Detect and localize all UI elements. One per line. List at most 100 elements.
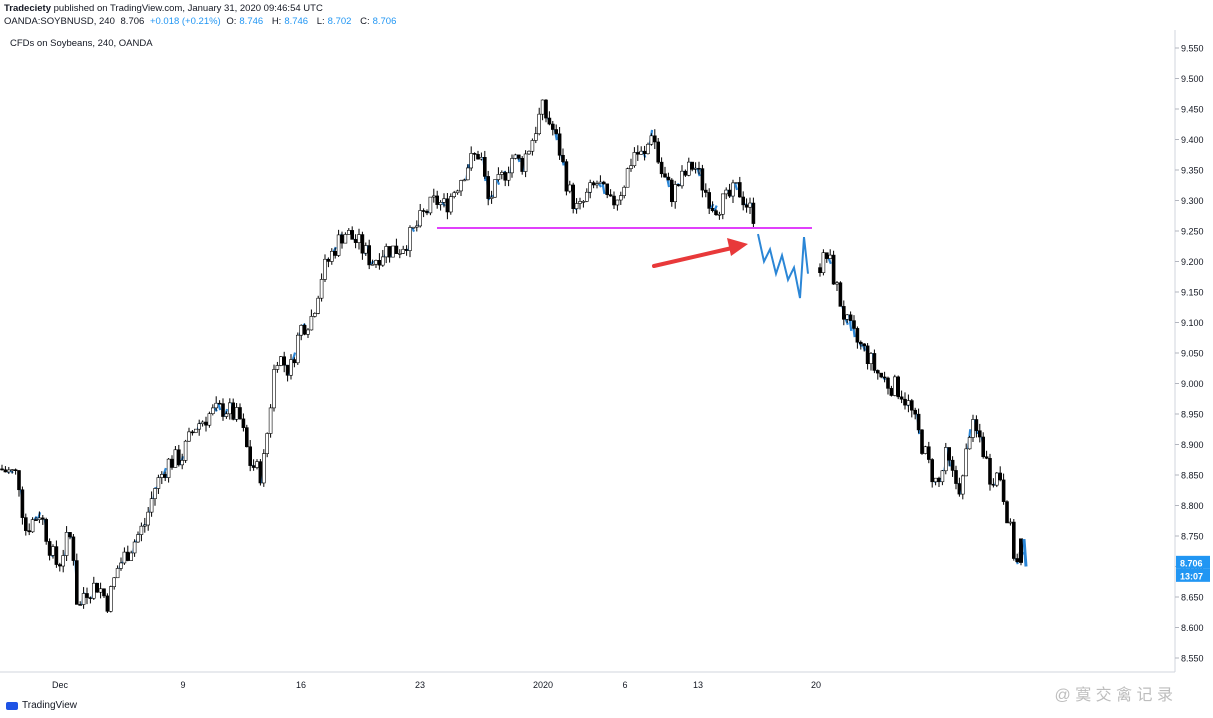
y-tick-label: 9.150 <box>1181 288 1204 298</box>
candle-body <box>892 376 897 396</box>
candle-body <box>659 161 664 175</box>
candle-body <box>377 260 382 266</box>
candle-body <box>578 201 582 204</box>
candle-body <box>950 459 955 471</box>
blue-trace <box>291 352 297 360</box>
y-tick-label: 9.450 <box>1181 105 1204 115</box>
x-tick-label: 9 <box>180 680 185 690</box>
candle-body <box>683 170 688 176</box>
candle-body <box>34 519 38 521</box>
publisher-name[interactable]: Tradeciety <box>4 3 51 14</box>
watermark: @ 寞 交 禽 记 录 <box>1054 687 1173 704</box>
candle-body <box>81 593 86 605</box>
candle-body <box>605 183 610 195</box>
breakout-arrow[interactable] <box>652 246 734 268</box>
hand-drawn-projection <box>757 233 809 299</box>
candle-body <box>438 202 443 205</box>
candle-body <box>865 345 870 364</box>
candle-body <box>666 176 671 181</box>
candle-body <box>465 167 470 181</box>
ohlc-high: H: 8.746 <box>271 16 309 27</box>
candle-body <box>1008 521 1013 524</box>
candle-body <box>540 99 545 115</box>
candle-body <box>173 449 178 468</box>
candle-body <box>75 560 79 605</box>
candle-body <box>690 161 695 170</box>
candle-body <box>557 133 562 156</box>
candle-body <box>818 267 822 274</box>
y-tick-label: 9.300 <box>1181 196 1204 206</box>
candle-body <box>17 470 21 491</box>
candle-body <box>156 477 161 489</box>
candle-body <box>608 194 613 197</box>
candle-body <box>933 477 938 483</box>
candle-body <box>710 208 715 211</box>
candle-body <box>309 316 314 331</box>
candle-body <box>889 388 894 396</box>
candle-body <box>486 176 491 199</box>
blue-trace <box>162 467 167 475</box>
candle-body <box>221 403 225 417</box>
candle-body <box>571 184 576 209</box>
x-tick-label: 20 <box>811 680 821 690</box>
candle-body <box>926 446 931 460</box>
candle-body <box>496 174 501 180</box>
candle-body <box>95 582 99 593</box>
candle-body <box>913 409 918 415</box>
tradingview-footer[interactable]: TradingView <box>6 700 77 711</box>
candle-body <box>686 161 691 176</box>
candle-body <box>821 252 826 274</box>
candle-body <box>102 588 106 597</box>
candle-body <box>421 210 426 212</box>
candle-body <box>493 179 497 198</box>
candle-body <box>57 564 62 567</box>
candle-body <box>258 461 263 484</box>
candle-body <box>615 199 620 206</box>
candle-body <box>248 446 252 466</box>
candle-body <box>211 407 215 415</box>
candle-body <box>903 398 907 406</box>
candle-body <box>1001 479 1006 502</box>
y-tick-label: 9.200 <box>1181 257 1204 267</box>
candle-body <box>265 433 270 454</box>
candle-body <box>629 165 633 169</box>
candle-body <box>828 254 833 259</box>
candle-body <box>656 141 661 163</box>
candle-body <box>234 407 239 420</box>
candle-body <box>207 413 212 426</box>
y-tick-label: 8.900 <box>1181 440 1204 450</box>
candle-body <box>564 161 569 192</box>
candle-body <box>268 407 273 434</box>
candle-body <box>510 158 514 174</box>
candle-body <box>394 245 399 254</box>
candle-body <box>872 353 877 371</box>
candle-body <box>971 419 975 438</box>
candle-body <box>533 133 538 141</box>
candle-body <box>418 210 423 227</box>
y-tick-label: 8.750 <box>1181 532 1204 542</box>
candle-body <box>353 239 358 243</box>
candle-body <box>129 552 133 561</box>
candle-body <box>272 369 276 409</box>
candle-body <box>112 577 116 587</box>
candle-body <box>3 469 8 473</box>
candle-body <box>428 196 433 214</box>
candle-body <box>302 325 307 335</box>
candle-body <box>61 555 66 567</box>
candle-body <box>489 196 494 199</box>
candle-body <box>960 475 965 495</box>
candle-body <box>1005 501 1009 524</box>
candle-body <box>673 184 678 203</box>
candle-body <box>520 158 525 172</box>
candle-body <box>998 472 1003 481</box>
candle-body <box>462 179 467 182</box>
candle-body <box>0 468 4 471</box>
y-tick-label: 8.950 <box>1181 410 1204 420</box>
candle-body <box>295 334 300 364</box>
x-tick-label: 6 <box>622 680 627 690</box>
candle-body <box>879 372 884 378</box>
candle-body <box>906 400 911 406</box>
candle-body <box>591 182 596 186</box>
candle-body <box>1011 521 1016 559</box>
